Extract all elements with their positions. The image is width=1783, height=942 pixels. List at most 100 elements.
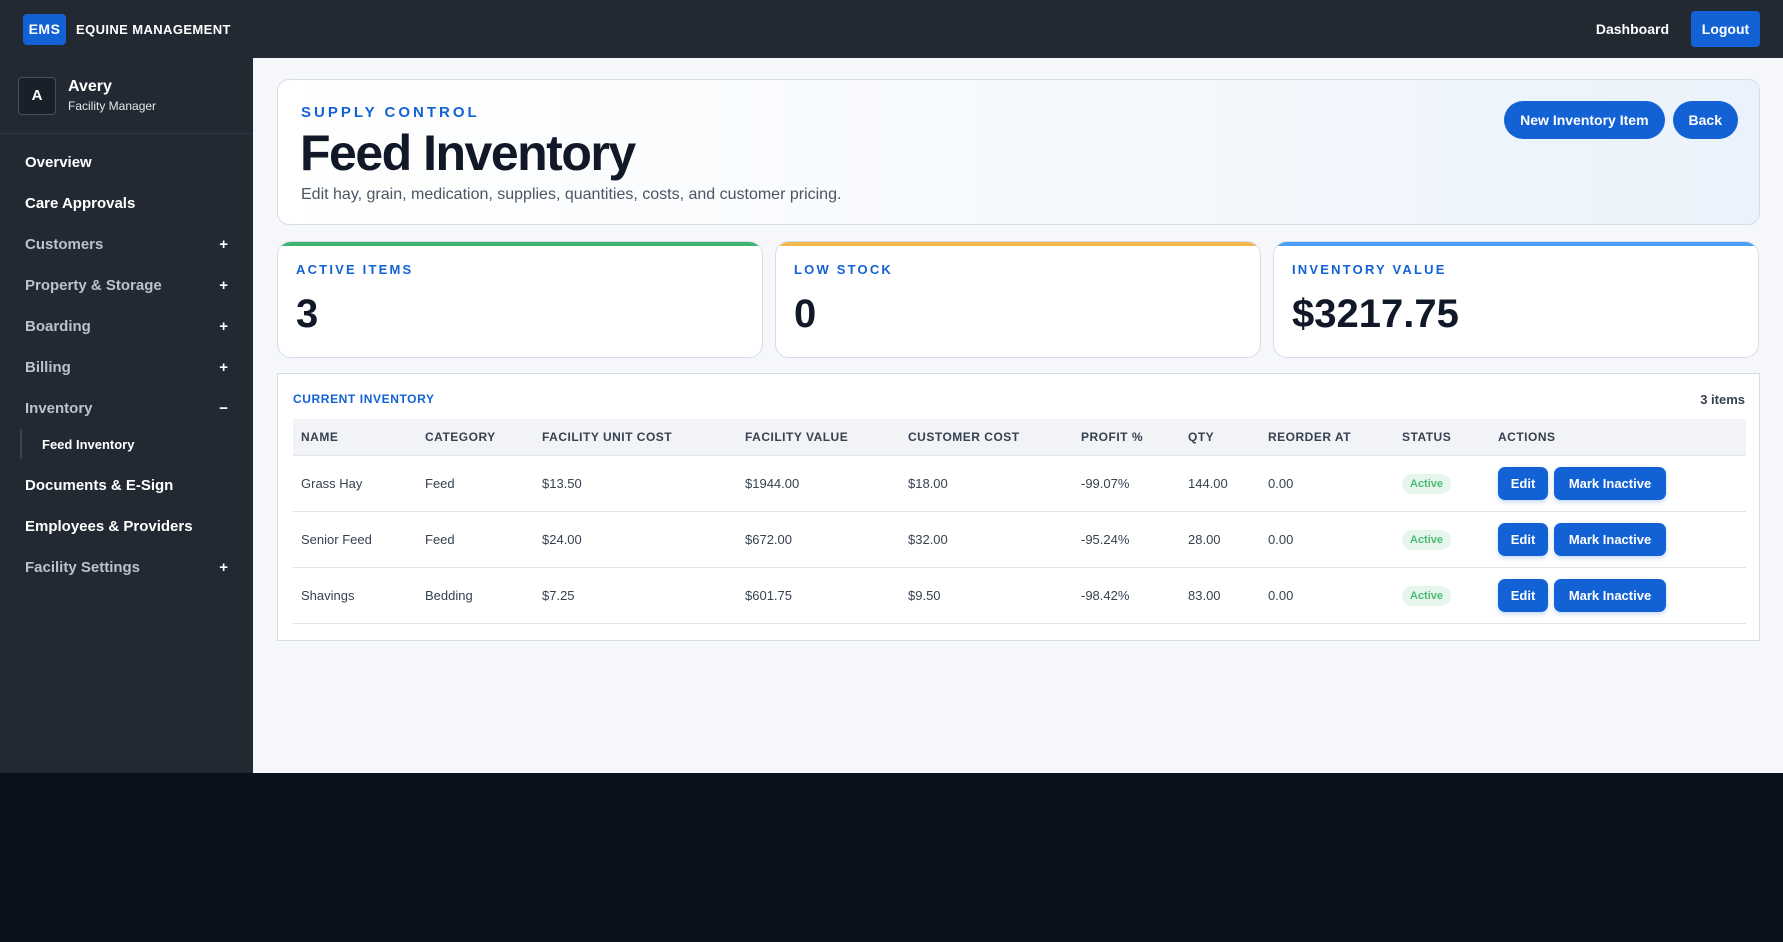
page-header: SUPPLY CONTROL Feed Inventory Edit hay, … [277,79,1760,225]
page-subtitle: Edit hay, grain, medication, supplies, q… [301,186,842,203]
cell-profit: -95.24% [1081,532,1130,547]
cell-value: $672.00 [745,532,792,547]
sidebar-item-label: Care Approvals [25,195,136,212]
collapse-icon[interactable]: − [219,400,228,417]
logout-button[interactable]: Logout [1691,11,1760,47]
expand-icon[interactable]: + [219,359,228,376]
stat-label: INVENTORY VALUE [1292,262,1447,277]
column-header-reorder[interactable]: REORDER AT [1268,430,1351,444]
stat-inventory-value: INVENTORY VALUE $3217.75 [1273,241,1759,358]
sidebar-item-overview[interactable]: Overview [0,142,253,183]
edit-button[interactable]: Edit [1498,467,1548,500]
sidebar-item-customers[interactable]: Customers + [0,224,253,265]
item-count: 3 items [1700,392,1745,407]
sidebar-item-billing[interactable]: Billing + [0,347,253,388]
sidebar-item-label: Documents & E-Sign [25,477,174,494]
cell-qty: 83.00 [1188,588,1221,603]
column-header-unit-cost[interactable]: FACILITY UNIT COST [542,430,673,444]
edit-button[interactable]: Edit [1498,579,1548,612]
table-row: Shavings Bedding $7.25 $601.75 $9.50 -98… [293,568,1746,624]
user-role: Facility Manager [68,99,157,113]
sidebar-nav: Overview Care Approvals Customers + Prope… [0,134,253,588]
brand-logo[interactable]: EMS [23,13,66,45]
user-name: Avery [68,78,112,95]
back-button[interactable]: Back [1672,101,1738,139]
column-header-name[interactable]: NAME [301,430,339,444]
stat-accent-bar [278,242,762,246]
cell-qty: 144.00 [1188,476,1228,491]
sidebar: A Avery Facility Manager Overview Care A… [0,58,253,773]
new-inventory-item-button[interactable]: New Inventory Item [1504,101,1665,139]
cell-name: Senior Feed [301,532,372,547]
sidebar-item-inventory[interactable]: Inventory − [0,388,253,429]
stat-value: 0 [794,292,817,336]
inventory-table: NAME CATEGORY FACILITY UNIT COST FACILIT… [293,419,1746,624]
cell-reorder: 0.00 [1268,588,1294,603]
stat-accent-bar [1274,242,1758,246]
cell-category: Bedding [425,588,473,603]
table-row: Senior Feed Feed $24.00 $672.00 $32.00 -… [293,512,1746,568]
sidebar-item-employees[interactable]: Employees & Providers [0,506,253,547]
cell-unit-cost: $7.25 [542,588,575,603]
cell-unit-cost: $24.00 [542,532,582,547]
stat-label: LOW STOCK [794,262,893,277]
sidebar-item-label: Billing [25,359,71,376]
column-header-actions: ACTIONS [1498,430,1556,444]
mark-inactive-button[interactable]: Mark Inactive [1554,579,1666,612]
expand-icon[interactable]: + [219,277,228,294]
stat-low-stock: LOW STOCK 0 [775,241,1261,358]
stat-value: $3217.75 [1292,292,1459,336]
expand-icon[interactable]: + [219,236,228,253]
cell-profit: -99.07% [1081,476,1130,491]
mark-inactive-button[interactable]: Mark Inactive [1554,467,1666,500]
dashboard-link[interactable]: Dashboard [1595,21,1669,37]
status-badge: Active [1402,585,1452,606]
sidebar-item-label: Inventory [25,400,93,417]
sidebar-item-documents[interactable]: Documents & E-Sign [0,465,253,506]
page-title: Feed Inventory [300,125,636,181]
inventory-panel: CURRENT INVENTORY 3 items NAME CATEGORY … [277,373,1760,641]
column-header-qty[interactable]: QTY [1188,430,1215,444]
brand-name[interactable]: EQUINE MANAGEMENT [76,21,231,37]
sidebar-item-label: Property & Storage [25,277,162,294]
panel-title: CURRENT INVENTORY [293,392,435,406]
expand-icon[interactable]: + [219,559,228,576]
sidebar-item-label: Customers [25,236,104,253]
sidebar-item-facility-settings[interactable]: Facility Settings + [0,547,253,588]
cell-qty: 28.00 [1188,532,1221,547]
sidebar-item-boarding[interactable]: Boarding + [0,306,253,347]
mark-inactive-button[interactable]: Mark Inactive [1554,523,1666,556]
table-row: Grass Hay Feed $13.50 $1944.00 $18.00 -9… [293,456,1746,512]
sidebar-item-label: Employees & Providers [25,518,193,535]
column-header-customer-cost[interactable]: CUSTOMER COST [908,430,1020,444]
sidebar-item-property-storage[interactable]: Property & Storage + [0,265,253,306]
column-header-profit[interactable]: PROFIT % [1081,430,1144,444]
main-content: SUPPLY CONTROL Feed Inventory Edit hay, … [253,58,1783,773]
cell-profit: -98.42% [1081,588,1130,603]
stat-value: 3 [296,292,319,336]
cell-value: $1944.00 [745,476,800,491]
stat-accent-bar [776,242,1260,246]
cell-reorder: 0.00 [1268,476,1294,491]
stat-active-items: ACTIVE ITEMS 3 [277,241,763,358]
status-badge: Active [1402,473,1452,494]
sidebar-item-label: Facility Settings [25,559,141,576]
cell-customer-cost: $9.50 [908,588,941,603]
edit-button[interactable]: Edit [1498,523,1548,556]
cell-customer-cost: $32.00 [908,532,948,547]
sidebar-subitem-feed-inventory[interactable]: Feed Inventory [20,429,253,459]
top-navbar: EMS EQUINE MANAGEMENT Dashboard Logout [0,0,1783,58]
user-card: A Avery Facility Manager [0,58,253,134]
sidebar-item-label: Boarding [25,318,91,335]
column-header-status[interactable]: STATUS [1402,430,1452,444]
sidebar-item-care-approvals[interactable]: Care Approvals [0,183,253,224]
cell-customer-cost: $18.00 [908,476,948,491]
expand-icon[interactable]: + [219,318,228,335]
table-header: NAME CATEGORY FACILITY UNIT COST FACILIT… [293,419,1746,456]
cell-reorder: 0.00 [1268,532,1294,547]
column-header-value[interactable]: FACILITY VALUE [745,430,849,444]
avatar: A [18,76,56,115]
cell-category: Feed [425,532,455,547]
column-header-category[interactable]: CATEGORY [425,430,496,444]
stats-row: ACTIVE ITEMS 3 LOW STOCK 0 INVENTORY VAL… [277,241,1760,358]
